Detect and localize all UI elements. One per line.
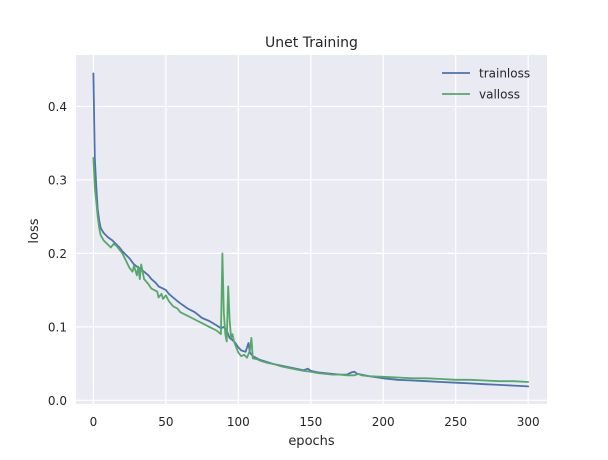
- x-axis-label: epochs: [288, 434, 335, 449]
- plot-area: [76, 55, 547, 404]
- legend-label-trainloss: trainloss: [479, 67, 530, 81]
- legend-label-valloss: valloss: [479, 88, 520, 102]
- x-tick-label: 200: [372, 415, 395, 429]
- x-tick-label: 300: [517, 415, 540, 429]
- y-tick-label: 0.3: [48, 173, 67, 187]
- x-tick-label: 150: [299, 415, 322, 429]
- grid: [76, 55, 547, 404]
- y-tick-label: 0.1: [48, 320, 67, 334]
- legend: trainloss valloss: [442, 67, 530, 102]
- series-layer: [92, 72, 530, 388]
- y-tick-label: 0.2: [48, 247, 67, 261]
- x-tick-label: 250: [444, 415, 467, 429]
- tick-labels: 0 50 100 150 200 250 300 0.0 0.1 0.2 0.3 0.4: [48, 100, 540, 429]
- chart-title: Unet Training: [265, 35, 358, 51]
- y-tick-label: 0.4: [48, 100, 67, 114]
- x-tick-label: 0: [90, 415, 98, 429]
- y-tick-label: 0.0: [48, 394, 67, 408]
- series-line-valloss: [92, 156, 530, 383]
- x-tick-label: 100: [227, 415, 250, 429]
- y-axis-label: loss: [27, 218, 42, 243]
- x-tick-label: 50: [158, 415, 173, 429]
